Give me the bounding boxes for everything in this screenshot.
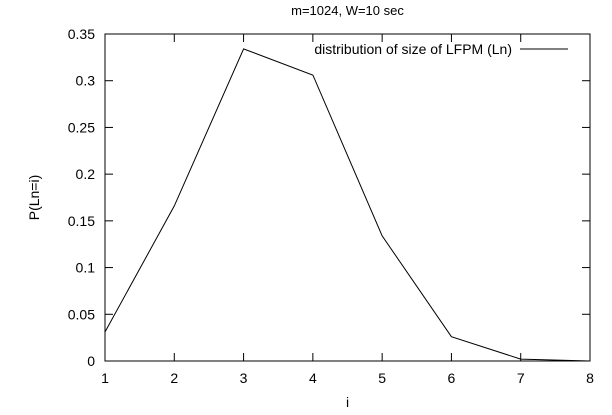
series-layer <box>104 48 591 362</box>
y-tick-label: 0.1 <box>76 260 96 276</box>
y-tick-label: 0.15 <box>68 213 95 229</box>
x-tick-label: 2 <box>170 370 178 386</box>
x-tick-label: 1 <box>101 370 109 386</box>
x-axis-label: i <box>346 394 349 410</box>
y-tick-label: 0.3 <box>76 73 96 89</box>
series-line <box>104 48 591 362</box>
x-tick-label: 7 <box>517 370 525 386</box>
y-tick-label: 0.25 <box>68 119 95 135</box>
x-tick-label: 8 <box>586 370 594 386</box>
x-tick-label: 3 <box>240 370 248 386</box>
y-axis-label: P(Ln=i) <box>26 175 42 221</box>
plot-frame <box>104 33 591 362</box>
x-axis-ticks: 1 2 3 4 5 6 7 8 <box>101 34 594 386</box>
x-tick-label: 5 <box>378 370 386 386</box>
legend: distribution of size of LFPM (Ln) <box>314 41 568 57</box>
y-tick-label: 0.35 <box>68 26 95 42</box>
x-tick-label: 6 <box>448 370 456 386</box>
y-tick-label: 0.2 <box>76 166 96 182</box>
chart-title: m=1024, W=10 sec <box>291 3 404 18</box>
y-axis-ticks: 0 0.05 0.1 0.15 0.2 0.25 0.3 0.35 <box>68 26 590 369</box>
legend-label: distribution of size of LFPM (Ln) <box>314 41 512 57</box>
y-tick-label: 0 <box>87 353 95 369</box>
y-tick-label: 0.05 <box>68 306 95 322</box>
x-tick-label: 4 <box>309 370 317 386</box>
